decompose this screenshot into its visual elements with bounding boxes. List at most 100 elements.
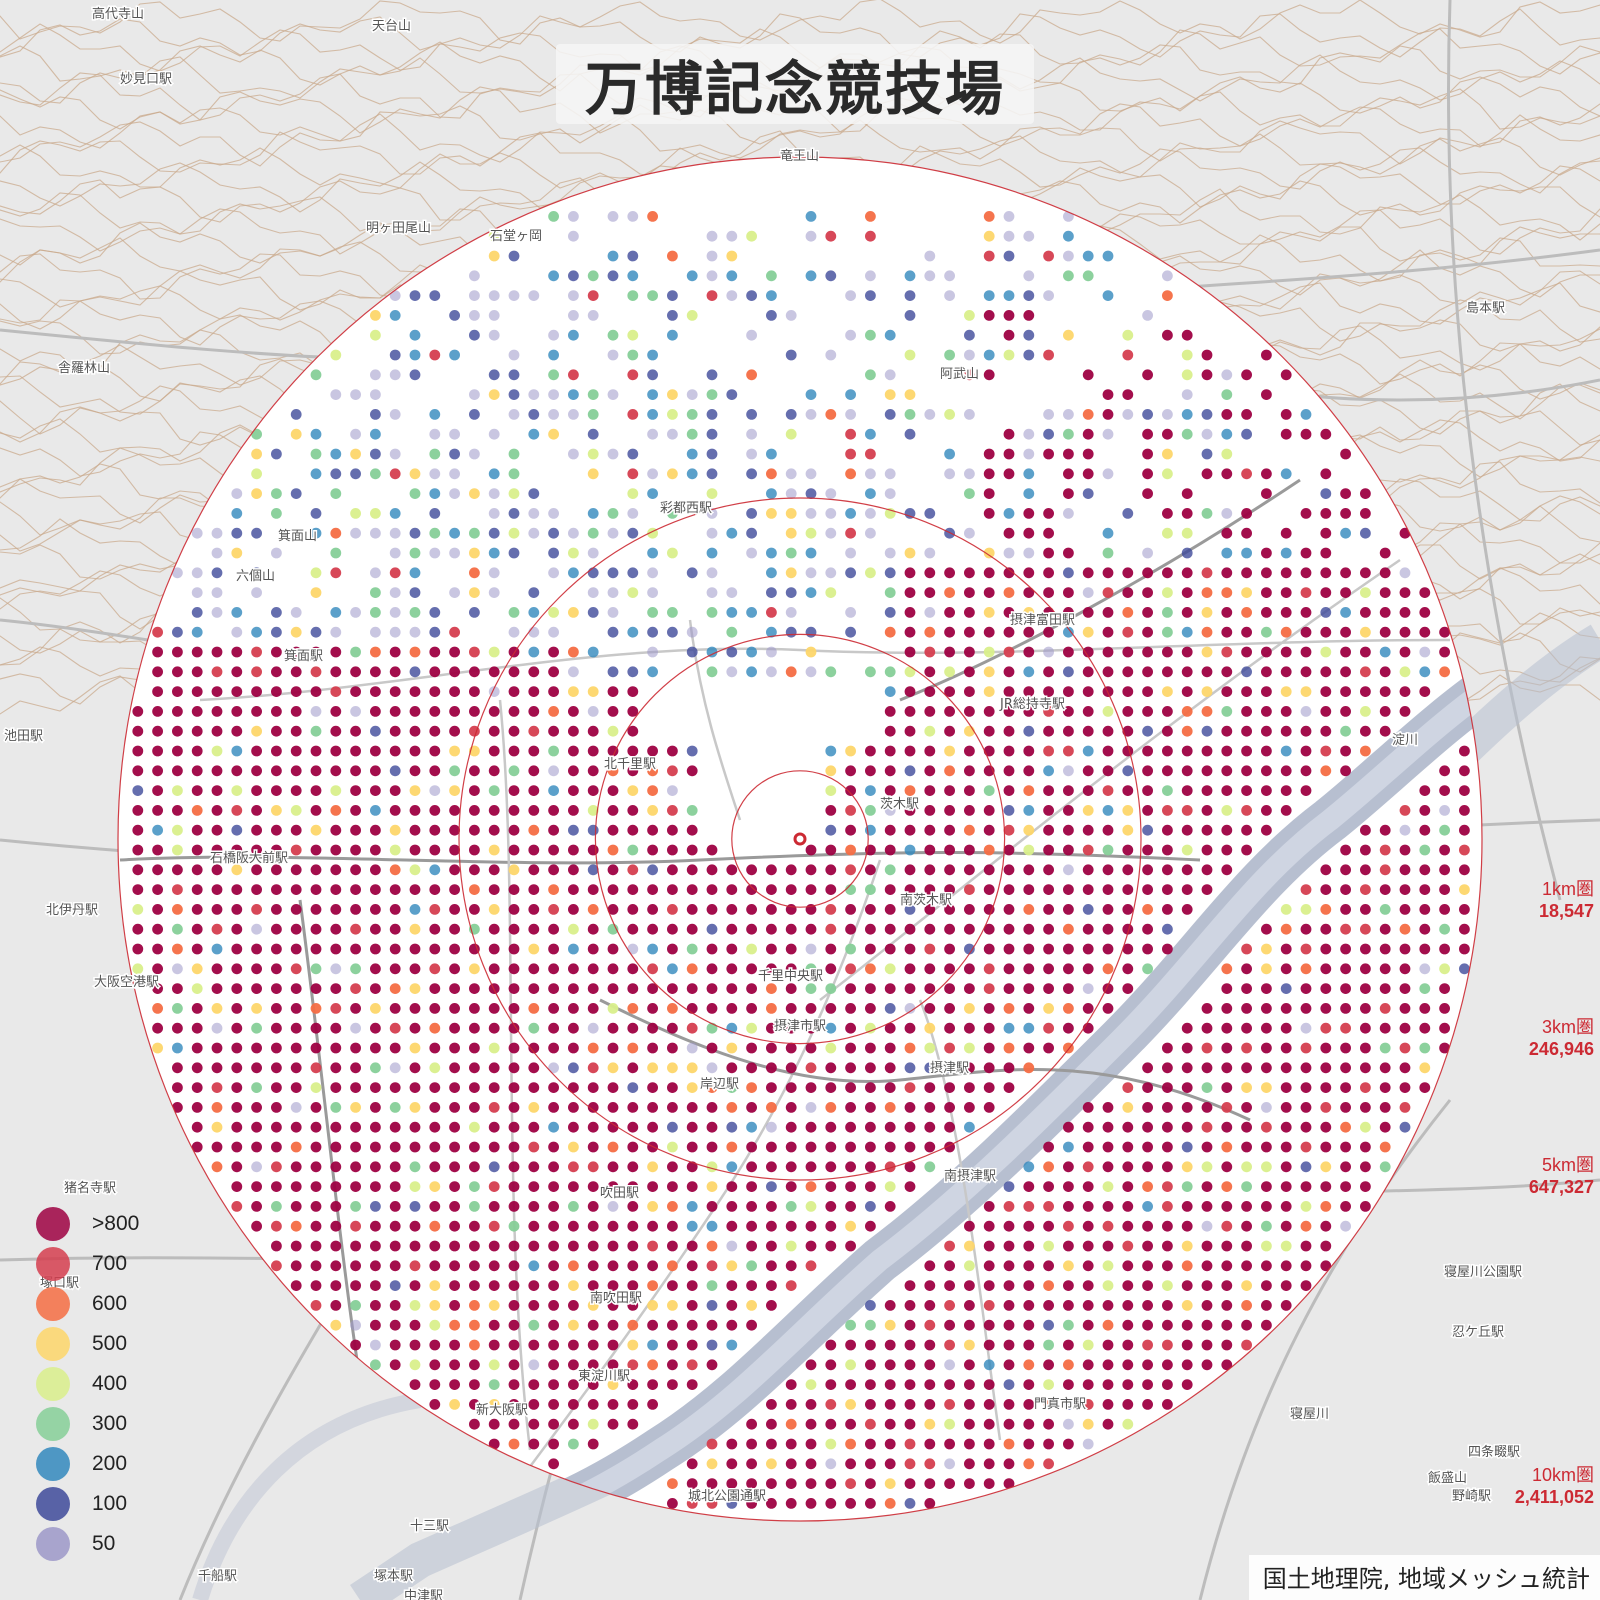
mesh-dot xyxy=(845,1121,856,1133)
mesh-dot xyxy=(845,1458,856,1470)
mesh-dot xyxy=(1300,963,1312,975)
legend-label: 500 xyxy=(92,1332,128,1355)
mesh-dot xyxy=(528,1438,540,1450)
mesh-dot xyxy=(271,626,282,638)
mesh-dot xyxy=(330,1181,342,1192)
mesh-dot xyxy=(488,547,500,559)
mesh-dot xyxy=(1419,983,1431,994)
mesh-dot xyxy=(904,547,916,559)
mesh-dot xyxy=(726,389,738,400)
mesh-dot xyxy=(1142,1121,1153,1133)
mesh-dot xyxy=(884,1339,896,1351)
mesh-dot xyxy=(1261,1082,1272,1093)
mesh-dot xyxy=(310,468,322,480)
mesh-dot xyxy=(508,1062,520,1074)
mesh-dot xyxy=(686,1339,698,1351)
mesh-dot xyxy=(766,1240,777,1252)
mesh-dot xyxy=(686,1260,698,1272)
mesh-dot xyxy=(1162,1339,1173,1351)
mesh-dot xyxy=(865,963,876,975)
stadium-marker[interactable] xyxy=(793,832,807,846)
mesh-dot xyxy=(429,785,441,796)
mesh-dot xyxy=(290,1121,302,1133)
mesh-dot xyxy=(350,686,361,697)
legend-swatch xyxy=(36,1527,70,1561)
mesh-dot xyxy=(1221,1240,1233,1252)
mesh-dot xyxy=(825,923,837,935)
mesh-dot xyxy=(686,765,698,777)
mesh-dot xyxy=(627,1300,639,1311)
mesh-dot xyxy=(1340,1201,1351,1212)
mesh-dot xyxy=(746,290,757,301)
mesh-dot xyxy=(766,1022,777,1034)
mesh-dot xyxy=(350,1062,361,1074)
mesh-dot xyxy=(1102,527,1114,539)
mesh-dot xyxy=(587,1379,599,1390)
mesh-dot xyxy=(706,1220,718,1232)
mesh-dot xyxy=(1063,1359,1074,1371)
mesh-dot xyxy=(488,468,500,480)
mesh-dot xyxy=(449,1359,460,1371)
mesh-dot xyxy=(667,409,678,420)
mesh-dot xyxy=(211,1003,223,1014)
mesh-dot xyxy=(1379,983,1391,994)
mesh-dot xyxy=(290,1220,302,1232)
mesh-dot xyxy=(1003,1280,1015,1291)
mesh-dot xyxy=(983,785,995,796)
mesh-dot xyxy=(964,567,975,579)
mesh-dot xyxy=(1023,805,1035,816)
mesh-dot xyxy=(686,943,698,955)
mesh-dot xyxy=(983,1280,995,1291)
mesh-dot xyxy=(191,1141,203,1153)
mesh-dot xyxy=(845,1379,856,1390)
mesh-dot xyxy=(488,1181,500,1192)
mesh-dot xyxy=(825,864,837,876)
place-label: 大阪空港駅 xyxy=(94,975,159,990)
mesh-dot xyxy=(1340,1161,1351,1173)
mesh-dot xyxy=(330,1141,342,1153)
mesh-dot xyxy=(488,785,500,796)
place-label: 石堂ヶ岡 xyxy=(490,229,542,244)
mesh-dot xyxy=(706,1022,718,1034)
mesh-dot xyxy=(1300,1082,1312,1093)
mesh-dot xyxy=(647,666,658,678)
mesh-dot xyxy=(211,567,223,579)
mesh-dot xyxy=(607,1379,619,1390)
mesh-dot xyxy=(667,1220,678,1232)
mesh-dot xyxy=(587,725,599,737)
mesh-dot xyxy=(191,666,203,678)
mesh-dot xyxy=(1023,864,1035,876)
mesh-dot xyxy=(330,468,342,480)
mesh-dot xyxy=(271,607,282,618)
mesh-dot xyxy=(904,1458,916,1470)
mesh-dot xyxy=(1023,1379,1035,1390)
mesh-dot xyxy=(1360,864,1371,876)
place-label: 塚本駅 xyxy=(374,1569,413,1584)
mesh-dot xyxy=(746,1062,757,1074)
mesh-dot xyxy=(1340,725,1351,737)
mesh-dot xyxy=(1063,983,1074,994)
mesh-dot xyxy=(726,1300,738,1311)
mesh-dot xyxy=(1201,567,1213,579)
mesh-dot xyxy=(350,646,361,658)
mesh-dot xyxy=(1082,904,1094,915)
mesh-dot xyxy=(607,270,619,282)
mesh-dot xyxy=(1082,1379,1094,1390)
mesh-dot xyxy=(1102,765,1114,777)
mesh-dot xyxy=(746,1478,757,1489)
mesh-dot xyxy=(568,448,579,460)
legend-label: 700 xyxy=(92,1252,128,1275)
mesh-dot xyxy=(1023,1359,1035,1371)
mesh-dot xyxy=(389,567,401,579)
mesh-dot xyxy=(865,1498,876,1509)
mesh-dot xyxy=(825,1181,837,1192)
mesh-dot xyxy=(1003,230,1015,242)
mesh-dot xyxy=(766,626,777,638)
mesh-dot xyxy=(647,805,658,816)
mesh-dot xyxy=(429,844,441,856)
mesh-dot xyxy=(211,745,223,757)
mesh-dot xyxy=(587,1062,599,1074)
mesh-dot xyxy=(904,1280,916,1291)
